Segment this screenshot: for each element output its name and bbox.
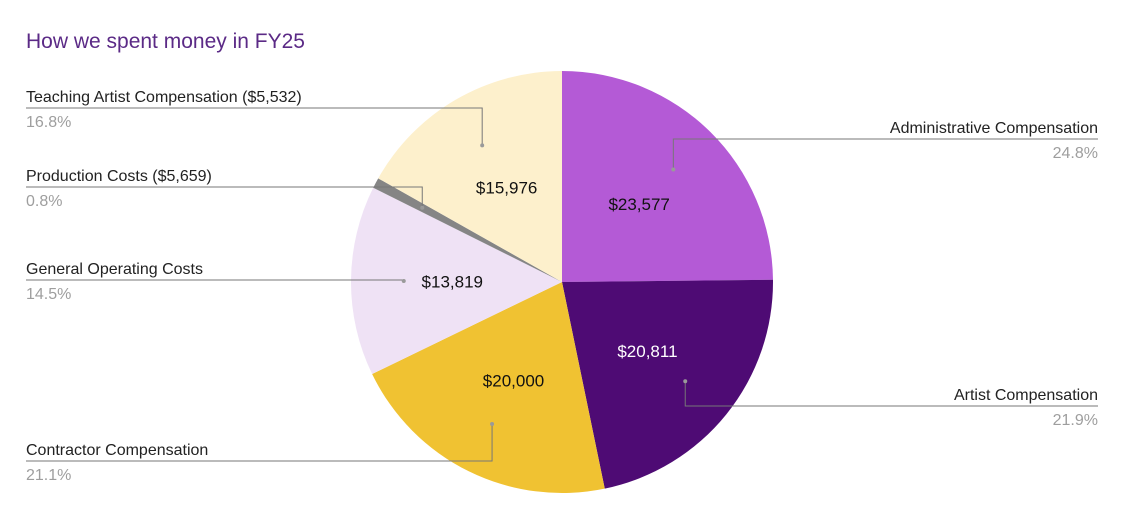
connector-dot-artist-compensation: [683, 379, 688, 384]
slice-percent-teaching-artist-compensation: 16.8%: [26, 114, 71, 131]
pie-slice-contractor-compensation: [372, 282, 605, 494]
slice-label-artist-compensation: Artist Compensation: [954, 387, 1098, 404]
slice-value-artist-compensation: $20,811: [617, 342, 677, 361]
connector-dot-general-operating-costs: [401, 279, 406, 284]
chart-title: How we spent money in FY25: [26, 30, 305, 53]
slice-percent-general-operating-costs: 14.5%: [26, 286, 71, 303]
slice-label-general-operating-costs: General Operating Costs: [26, 261, 203, 278]
pie-slice-artist-compensation: [562, 279, 773, 489]
label-connectors: [26, 107, 1098, 462]
pie-slices: [351, 71, 773, 494]
connector-line-general-operating-costs: [26, 279, 405, 282]
slice-percent-artist-compensation: 21.9%: [1053, 412, 1098, 429]
connector-line-administrative-compensation: [672, 138, 1098, 170]
slice-value-contractor-compensation: $20,000: [483, 371, 544, 390]
connector-line-teaching-artist-compensation: [26, 107, 483, 146]
pie-slice-general-operating-costs: [351, 187, 562, 375]
connector-dot-production-costs: [420, 205, 425, 210]
connector-dot-administrative-compensation: [671, 167, 676, 172]
connector-dot-teaching-artist-compensation: [480, 143, 485, 148]
connector-line-contractor-compensation: [26, 423, 493, 462]
connector-line-production-costs: [26, 186, 423, 208]
slice-label-administrative-compensation: Administrative Compensation: [890, 120, 1098, 137]
slice-percent-contractor-compensation: 21.1%: [26, 467, 71, 484]
slice-value-administrative-compensation: $23,577: [608, 195, 669, 214]
pie-slice-production-costs: [373, 178, 562, 282]
slice-percent-production-costs: 0.8%: [26, 193, 62, 210]
slice-value-teaching-artist-compensation: $15,976: [476, 178, 537, 197]
slice-percent-administrative-compensation: 24.8%: [1053, 145, 1098, 162]
connector-dot-contractor-compensation: [490, 421, 495, 426]
slice-labels: Administrative Compensation 24.8% Artist C…: [26, 89, 1098, 484]
pie-slice-teaching-artist-compensation: [378, 71, 562, 282]
slice-label-contractor-compensation: Contractor Compensation: [26, 442, 208, 459]
connector-line-artist-compensation: [684, 381, 1098, 407]
slice-value-general-operating-costs: $13,819: [422, 272, 483, 291]
slice-value-labels: $23,577 $20,811 $20,000 $13,819 $15,976: [422, 178, 678, 390]
slice-label-teaching-artist-compensation: Teaching Artist Compensation ($5,532): [26, 89, 302, 106]
slice-label-production-costs: Production Costs ($5,659): [26, 168, 212, 185]
pie-slice-administrative-compensation: [562, 71, 773, 282]
